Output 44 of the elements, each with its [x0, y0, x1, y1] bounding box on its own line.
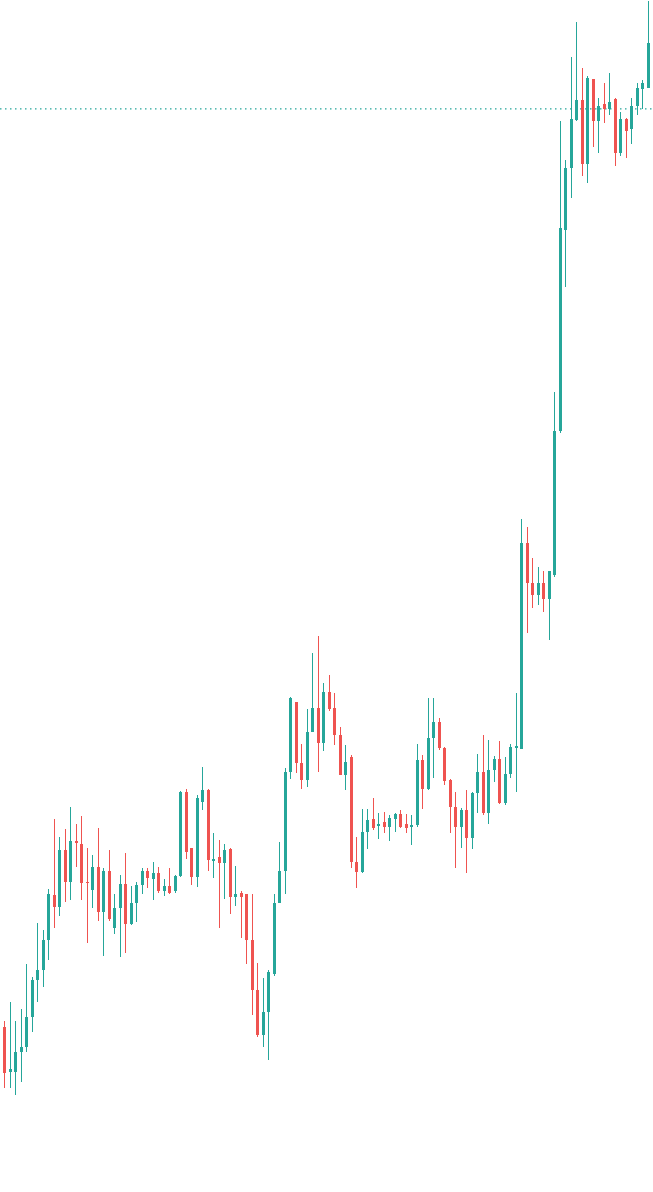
candlestick	[217, 839, 221, 929]
candlestick	[157, 866, 160, 894]
candlestick	[355, 836, 358, 889]
candlestick	[14, 1020, 17, 1096]
candlestick	[113, 893, 116, 935]
candlestick	[630, 97, 633, 145]
candlestick	[162, 878, 166, 897]
candlestick	[151, 861, 155, 901]
candlestick	[531, 557, 534, 609]
candlestick	[575, 21, 578, 122]
candlestick	[140, 867, 144, 895]
candlestick	[624, 117, 628, 159]
candlestick	[432, 697, 435, 779]
candlestick	[239, 890, 243, 939]
candlestick	[459, 807, 463, 849]
candlestick	[536, 566, 540, 606]
candlestick	[344, 744, 347, 791]
candlestick	[454, 791, 457, 869]
candlestick	[404, 813, 408, 834]
candlestick	[8, 1001, 12, 1089]
candlestick	[129, 885, 133, 926]
candlestick	[300, 743, 303, 790]
candlestick	[476, 753, 479, 814]
candlestick	[36, 922, 39, 1003]
candlestick	[393, 812, 397, 833]
candlestick	[234, 865, 237, 907]
candlestick	[223, 843, 226, 900]
candlestick	[542, 570, 545, 613]
candlestick	[85, 847, 89, 944]
candlestick	[91, 854, 94, 909]
candlestick	[327, 674, 331, 712]
candlestick	[602, 82, 606, 124]
candlestick	[19, 1008, 23, 1083]
candlestick	[388, 814, 391, 842]
candlestick	[201, 766, 204, 811]
candlestick	[146, 867, 149, 889]
candlestick	[52, 818, 56, 929]
candlestick	[366, 808, 369, 850]
candlestick	[168, 867, 171, 895]
candlestick	[492, 755, 496, 783]
candlestick	[371, 797, 375, 831]
candlestick	[135, 881, 138, 923]
candlestick	[382, 811, 386, 834]
candlestick	[261, 977, 265, 1048]
